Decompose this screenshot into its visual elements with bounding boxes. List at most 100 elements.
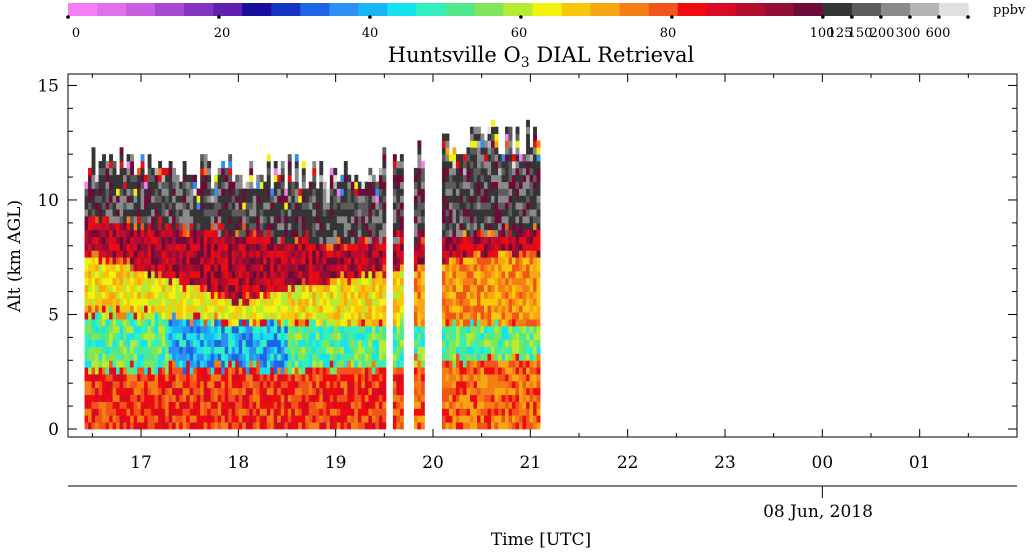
curtain-cell xyxy=(203,284,208,292)
curtain-cell xyxy=(210,277,215,286)
curtain-cell xyxy=(228,161,233,169)
curtain-cell xyxy=(357,298,362,306)
curtain-cell xyxy=(245,277,250,286)
curtain-cell xyxy=(462,277,467,286)
curtain-cell xyxy=(231,209,236,217)
curtain-cell xyxy=(130,380,135,389)
curtain-cell xyxy=(396,346,401,354)
curtain-cell xyxy=(105,422,110,430)
curtain-cell xyxy=(529,408,534,416)
curtain-cell xyxy=(256,325,261,334)
curtain-cell xyxy=(266,195,271,203)
curtain-cell xyxy=(420,312,425,320)
curtain-cell xyxy=(308,422,313,430)
curtain-cell xyxy=(109,346,113,354)
curtain-cell xyxy=(249,270,254,279)
curtain-cell xyxy=(102,270,106,279)
curtain-cell xyxy=(224,353,229,361)
curtain-cell xyxy=(112,236,117,244)
curtain-cell xyxy=(536,161,541,169)
curtain-cell xyxy=(487,264,492,272)
curtain-cell xyxy=(102,209,106,217)
curtain-cell xyxy=(235,394,240,402)
curtain-cell xyxy=(179,264,184,272)
curtain-cell xyxy=(291,401,296,409)
curtain-cell xyxy=(476,167,481,176)
curtain-cell xyxy=(91,360,96,368)
curtain-cell xyxy=(466,367,471,375)
curtain-cell xyxy=(343,250,348,258)
curtain-cell xyxy=(448,277,453,286)
curtain-cell xyxy=(144,353,149,361)
curtain-cell xyxy=(144,374,149,382)
curtain-cell xyxy=(361,195,366,203)
curtain-cell xyxy=(137,167,142,176)
curtain-cell xyxy=(533,167,537,176)
curtain-cell xyxy=(420,291,425,299)
curtain-cell xyxy=(238,188,243,196)
curtain-cell xyxy=(484,291,488,299)
curtain-cell xyxy=(228,346,233,354)
curtain-cell xyxy=(533,133,537,141)
curtain-cell xyxy=(119,387,124,396)
curtain-cell xyxy=(417,298,422,306)
curtain-cell xyxy=(357,367,362,375)
curtain-cell xyxy=(140,339,145,347)
curtain-cell xyxy=(392,339,397,347)
curtain-cell xyxy=(484,346,488,354)
curtain-cell xyxy=(172,353,177,361)
curtain-cell xyxy=(494,339,499,347)
curtain-cell xyxy=(217,319,222,327)
curtain-cell xyxy=(165,415,170,423)
curtain-cell xyxy=(91,270,96,279)
curtain-cell xyxy=(501,167,506,176)
curtain-cell xyxy=(151,298,156,306)
curtain-cell xyxy=(466,147,471,155)
curtain-cell xyxy=(473,387,478,396)
curtain-cell xyxy=(280,325,285,334)
curtain-cell xyxy=(399,346,404,354)
curtain-cell xyxy=(319,394,324,402)
curtain-cell xyxy=(508,284,513,292)
curtain-cell xyxy=(480,250,485,258)
curtain-cell xyxy=(526,147,530,155)
curtain-cell xyxy=(420,422,425,430)
curtain-cell xyxy=(133,422,138,430)
curtain-cell xyxy=(329,215,334,224)
curtain-cell xyxy=(224,312,229,320)
curtain-cell xyxy=(487,319,492,327)
curtain-cell xyxy=(512,229,516,238)
curtain-cell xyxy=(515,346,520,354)
curtain-cell xyxy=(343,195,348,203)
curtain-cell xyxy=(165,312,170,320)
curtain-cell xyxy=(512,374,516,382)
curtain-cell xyxy=(417,394,422,402)
curtain-cell xyxy=(526,270,530,279)
curtain-cell xyxy=(452,422,457,430)
curtain-cell xyxy=(98,243,103,251)
curtain-cell xyxy=(413,319,418,327)
curtain-cell xyxy=(277,353,282,361)
curtain-cell xyxy=(417,291,422,299)
curtain-cell xyxy=(522,202,527,210)
curtain-cell xyxy=(280,394,285,402)
curtain-cell xyxy=(420,202,425,210)
curtain-cell xyxy=(399,270,404,279)
curtain-cell xyxy=(207,346,212,354)
curtain-cell xyxy=(392,181,397,189)
curtain-cell xyxy=(147,332,152,341)
curtain-cell xyxy=(158,202,163,210)
curtain-cell xyxy=(284,284,289,292)
curtain-cell xyxy=(378,257,383,265)
curtain-cell xyxy=(336,360,341,368)
curtain-cell xyxy=(526,250,530,258)
curtain-cell xyxy=(533,353,537,361)
curtain-cell xyxy=(186,305,191,313)
curtain-cell xyxy=(277,319,282,327)
curtain-cell xyxy=(172,215,177,224)
curtain-cell xyxy=(357,236,362,244)
curtain-cell xyxy=(109,181,113,189)
curtain-cell xyxy=(186,243,191,251)
curtain-cell xyxy=(501,284,506,292)
curtain-cell xyxy=(494,415,499,423)
